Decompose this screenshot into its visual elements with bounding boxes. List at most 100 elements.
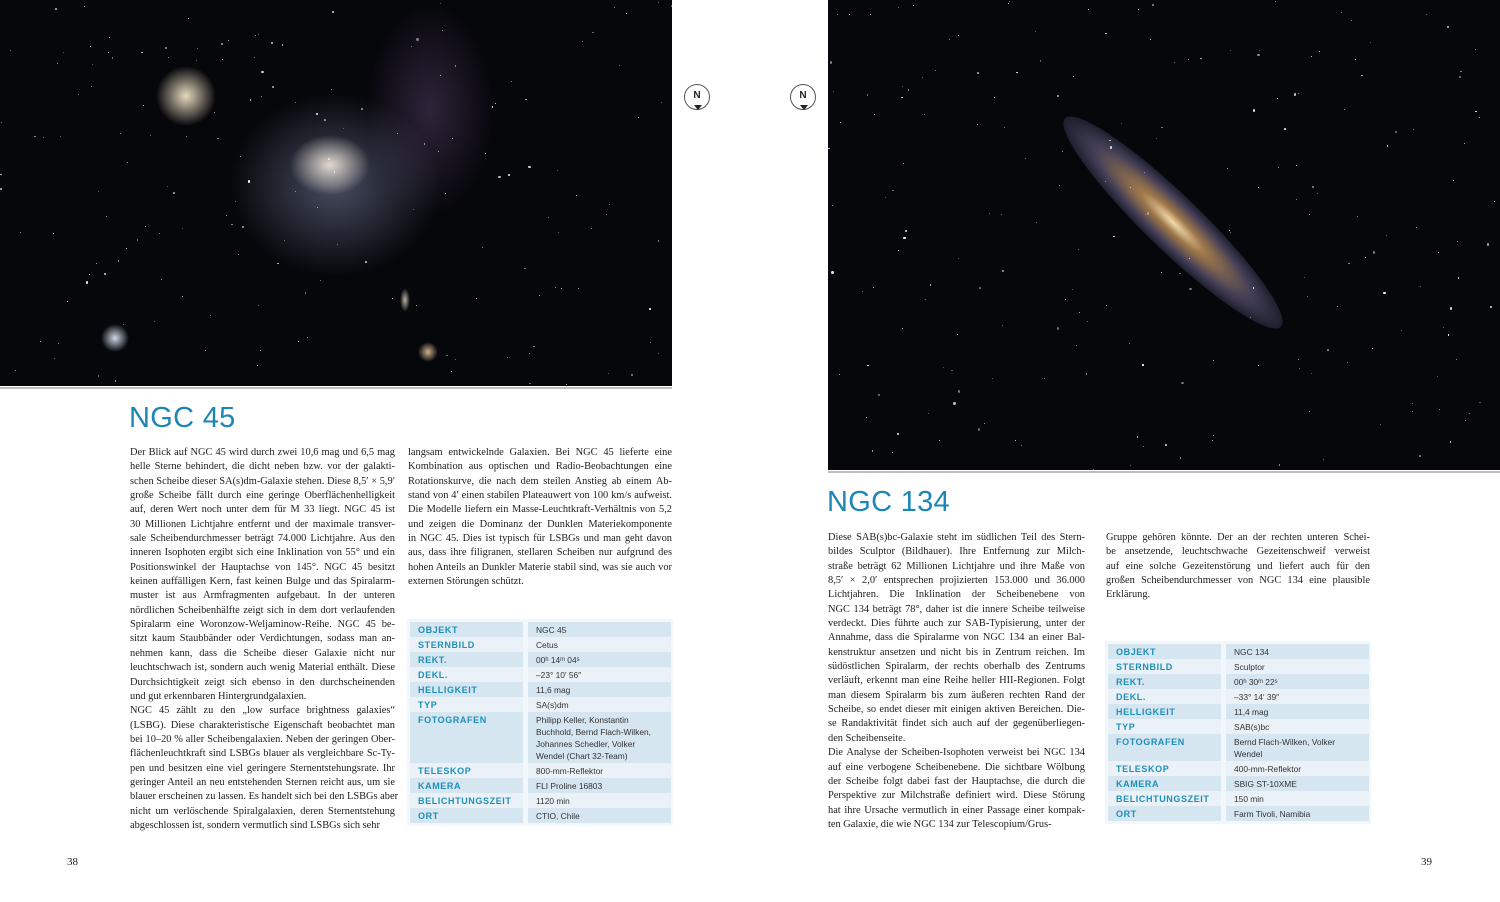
ngc45-photo bbox=[0, 0, 672, 386]
star bbox=[476, 297, 478, 299]
star bbox=[1105, 304, 1107, 306]
star bbox=[671, 5, 672, 7]
star bbox=[1003, 127, 1005, 129]
text-line: hohen Anteils an Dunkler Materie stabil … bbox=[408, 561, 672, 573]
row-value: 400-mm-Reflektor bbox=[1226, 761, 1369, 776]
text-line: Die Modelle liefern ein Masse-Leuchtkraf… bbox=[408, 504, 672, 516]
star bbox=[533, 345, 535, 348]
star bbox=[581, 41, 583, 43]
star bbox=[1439, 408, 1441, 410]
text-line: man diesem Spiralarm bis zum äußeren rec… bbox=[828, 689, 1085, 701]
row-label: STERNBILD bbox=[1108, 659, 1221, 674]
star bbox=[1380, 424, 1382, 426]
star bbox=[1299, 368, 1301, 370]
star bbox=[444, 192, 446, 194]
star bbox=[892, 189, 894, 192]
text-line: geringer Anteil an neu entstehenden Ster… bbox=[130, 776, 395, 788]
text-line: 8,5′ × 2,0′ entsprechen projizierten 153… bbox=[828, 575, 1085, 587]
star bbox=[1346, 361, 1348, 363]
star bbox=[1160, 271, 1162, 273]
star bbox=[182, 228, 184, 230]
star bbox=[283, 240, 285, 242]
star bbox=[1257, 364, 1259, 366]
page-title: NGC 45 bbox=[129, 402, 236, 434]
star bbox=[913, 5, 915, 7]
star bbox=[631, 374, 633, 376]
row-value: 800-mm-Reflektor bbox=[528, 763, 671, 778]
star bbox=[558, 231, 560, 233]
star bbox=[529, 382, 531, 385]
text-line: ten Galaxie, die wie NGC 134 zur Telesco… bbox=[828, 818, 1052, 830]
row-value: Bernd Flach-Wilken, Volker Wendel bbox=[1226, 734, 1369, 761]
star bbox=[239, 155, 241, 157]
star bbox=[1008, 0, 1010, 2]
star bbox=[1259, 50, 1261, 52]
star bbox=[828, 147, 830, 150]
star bbox=[1, 121, 3, 123]
star bbox=[1056, 327, 1060, 330]
star bbox=[525, 98, 527, 101]
star bbox=[1277, 166, 1280, 169]
row-label: TYP bbox=[1108, 719, 1221, 734]
star bbox=[1412, 410, 1414, 412]
star bbox=[901, 96, 903, 99]
star bbox=[298, 340, 300, 342]
star bbox=[608, 203, 610, 205]
row-value: 11,6 mag bbox=[528, 682, 671, 697]
star bbox=[0, 173, 2, 176]
star bbox=[892, 452, 894, 454]
star bbox=[613, 7, 615, 9]
star bbox=[1152, 4, 1154, 6]
text-line: großen Scheibendurchmesser von NGC 134 e… bbox=[1106, 575, 1370, 587]
table-row: REKT. 00ʰ 30ᵐ 22ˢ bbox=[1108, 674, 1369, 689]
star bbox=[605, 213, 607, 215]
star bbox=[1142, 445, 1144, 447]
star bbox=[9, 50, 11, 52]
star bbox=[57, 62, 59, 64]
star bbox=[1460, 70, 1462, 73]
star bbox=[185, 136, 187, 138]
star bbox=[495, 102, 497, 104]
table-row: STERNBILD Cetus bbox=[410, 637, 671, 652]
table-row: STERNBILD Sculptor bbox=[1108, 659, 1369, 674]
star bbox=[1109, 139, 1111, 142]
text-line: sitzt kaum Staubbänder oder Verdichtunge… bbox=[130, 633, 395, 645]
star bbox=[1142, 364, 1144, 366]
star bbox=[524, 267, 526, 269]
star bbox=[1252, 109, 1256, 112]
row-value: Philipp Keller, Konstantin Buchhold, Ber… bbox=[528, 712, 671, 763]
north-compass-icon: N bbox=[684, 84, 710, 110]
star bbox=[222, 59, 224, 61]
star bbox=[1165, 444, 1167, 446]
star bbox=[1229, 49, 1232, 52]
row-label: REKT. bbox=[410, 652, 523, 667]
star bbox=[1411, 402, 1414, 405]
star bbox=[330, 88, 332, 90]
star bbox=[1087, 8, 1089, 10]
star bbox=[1395, 131, 1397, 133]
star bbox=[97, 375, 100, 377]
star bbox=[1456, 240, 1458, 242]
star bbox=[85, 281, 88, 284]
star bbox=[884, 196, 886, 198]
row-value: 1120 min bbox=[528, 793, 671, 808]
star bbox=[57, 342, 59, 344]
text-line: pen und besitzen eine viel geringere Ste… bbox=[130, 762, 395, 774]
star bbox=[993, 96, 995, 98]
star bbox=[657, 1, 659, 3]
star bbox=[103, 272, 107, 276]
star bbox=[626, 13, 628, 14]
star bbox=[949, 39, 951, 41]
star bbox=[1356, 215, 1358, 217]
row-value: CTIO, Chile bbox=[528, 808, 671, 823]
star bbox=[66, 300, 68, 302]
star bbox=[221, 43, 223, 45]
text-line: be ansetzende, leuchtschwache Gezeitensc… bbox=[1106, 546, 1370, 558]
star bbox=[19, 231, 21, 233]
star bbox=[898, 7, 900, 9]
star bbox=[294, 191, 296, 193]
table-row: ORT Farm Tivoli, Namibia bbox=[1108, 806, 1369, 821]
star bbox=[984, 422, 986, 424]
star bbox=[158, 232, 160, 234]
row-value: Farm Tivoli, Namibia bbox=[1226, 806, 1369, 821]
